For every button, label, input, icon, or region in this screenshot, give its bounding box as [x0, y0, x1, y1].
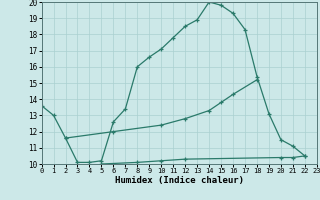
X-axis label: Humidex (Indice chaleur): Humidex (Indice chaleur) — [115, 176, 244, 185]
